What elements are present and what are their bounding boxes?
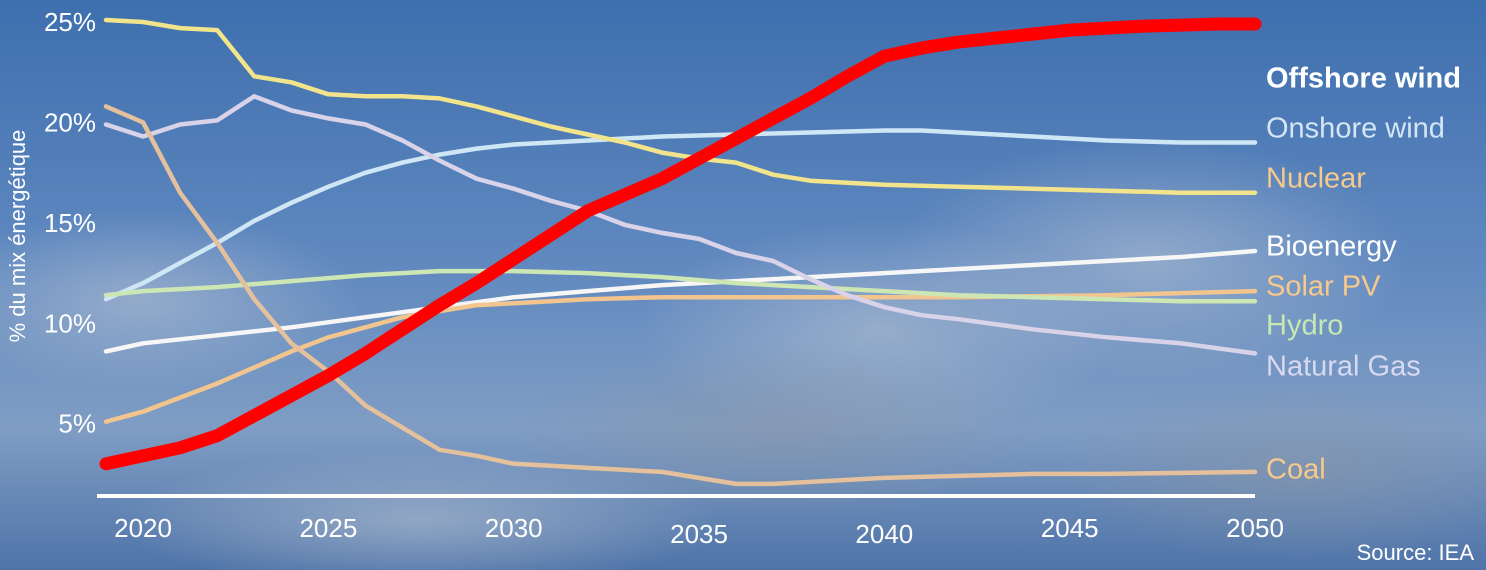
series-line-nuclear xyxy=(103,17,1258,195)
cloud-shape xyxy=(1060,380,1486,560)
cloud-shape xyxy=(0,210,360,390)
y-axis-label: % du mix énergétique xyxy=(5,130,30,343)
x-axis-ticks: 2020 2025 2030 2035 2040 2045 2050 xyxy=(114,513,1284,549)
series-line-natural-gas xyxy=(103,94,1258,356)
y-tick-label: 10% xyxy=(44,308,96,338)
y-tick-label: 25% xyxy=(44,7,96,37)
x-tick-label: 2020 xyxy=(114,513,172,543)
x-tick-label: 2040 xyxy=(855,519,913,549)
series-line-bioenergy xyxy=(103,248,1258,354)
series-line-coal xyxy=(103,104,1258,487)
y-axis-ticks: 5% 10% 15% 20% 25% xyxy=(44,7,96,439)
series-line-onshore-wind xyxy=(103,128,1258,302)
cloud-shape xyxy=(120,450,720,570)
x-tick-label: 2025 xyxy=(299,513,357,543)
series-label-solar-pv: Solar PV xyxy=(1266,271,1381,303)
series-line-hydro xyxy=(103,268,1258,304)
series-label-onshore-wind: Onshore wind xyxy=(1266,113,1445,145)
series-label-offshore-wind: Offshore wind xyxy=(1266,63,1461,95)
series-label-nuclear: Nuclear xyxy=(1266,163,1366,195)
series-label-natural-gas: Natural Gas xyxy=(1266,351,1421,383)
y-tick-label: 5% xyxy=(58,409,96,439)
y-tick-label: 20% xyxy=(44,107,96,137)
source-note: Source: IEA xyxy=(1357,540,1475,565)
series-label-coal: Coal xyxy=(1266,454,1326,486)
y-tick-label: 15% xyxy=(44,208,96,238)
series-label-hydro: Hydro xyxy=(1266,310,1343,342)
x-tick-label: 2045 xyxy=(1041,513,1099,543)
series-labels: Offshore wind Onshore wind Nuclear Bioenerg… xyxy=(1266,63,1461,486)
x-tick-label: 2050 xyxy=(1226,513,1284,543)
series-lines xyxy=(99,17,1262,487)
series-line-offshore-wind xyxy=(99,17,1262,471)
series-label-bioenergy: Bioenergy xyxy=(1266,231,1397,263)
x-tick-label: 2035 xyxy=(670,519,728,549)
x-tick-label: 2030 xyxy=(485,513,543,543)
